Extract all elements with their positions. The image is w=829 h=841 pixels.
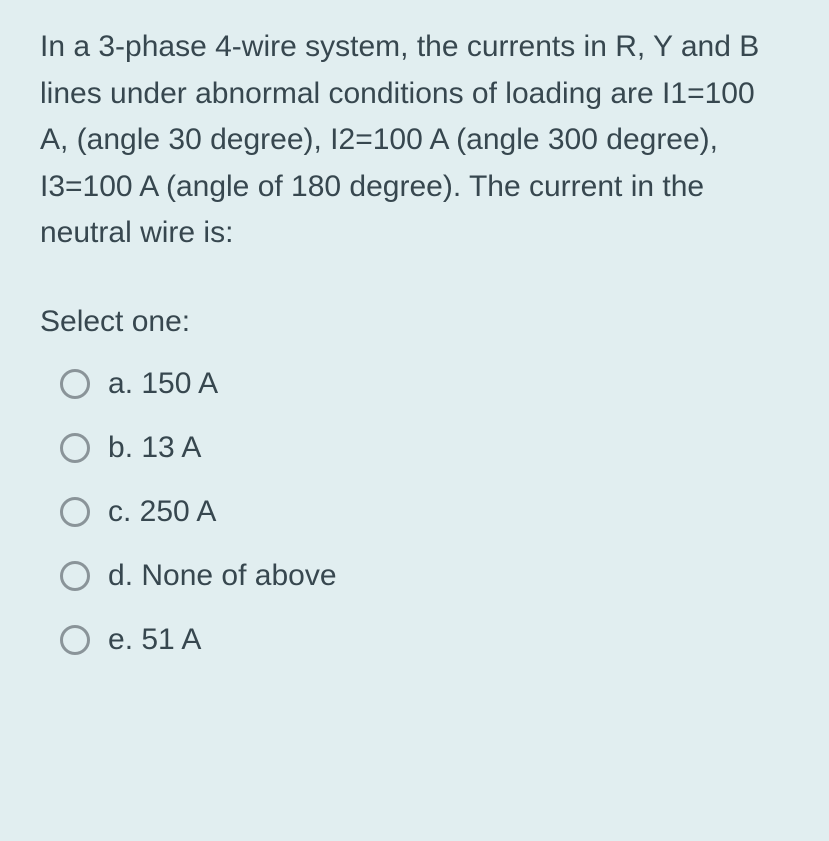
option-b-label[interactable]: b. 13 A bbox=[108, 431, 201, 465]
option-d-label[interactable]: d. None of above bbox=[108, 559, 337, 593]
radio-e[interactable] bbox=[60, 625, 90, 655]
option-b-letter: b bbox=[108, 431, 125, 464]
question-text: In a 3-phase 4-wire system, the currents… bbox=[40, 24, 789, 257]
option-e-letter: e bbox=[108, 623, 125, 656]
option-e[interactable]: e. 51 A bbox=[60, 623, 789, 657]
select-one-label: Select one: bbox=[40, 305, 789, 339]
option-a-text: 150 A bbox=[141, 367, 218, 400]
option-c-text: 250 A bbox=[140, 495, 217, 528]
option-b[interactable]: b. 13 A bbox=[60, 431, 789, 465]
radio-a[interactable] bbox=[60, 369, 90, 399]
option-d-letter: d bbox=[108, 559, 125, 592]
option-a[interactable]: a. 150 A bbox=[60, 367, 789, 401]
option-d[interactable]: d. None of above bbox=[60, 559, 789, 593]
option-d-text: None of above bbox=[141, 559, 336, 592]
option-c-letter: c bbox=[108, 495, 123, 528]
option-a-label[interactable]: a. 150 A bbox=[108, 367, 218, 401]
radio-b[interactable] bbox=[60, 433, 90, 463]
radio-d[interactable] bbox=[60, 561, 90, 591]
options-group: a. 150 A b. 13 A c. 250 A d. None of abo… bbox=[40, 367, 789, 657]
option-c[interactable]: c. 250 A bbox=[60, 495, 789, 529]
option-a-letter: a bbox=[108, 367, 125, 400]
radio-c[interactable] bbox=[60, 497, 90, 527]
option-b-text: 13 A bbox=[141, 431, 201, 464]
option-e-text: 51 A bbox=[141, 623, 201, 656]
option-c-label[interactable]: c. 250 A bbox=[108, 495, 216, 529]
option-e-label[interactable]: e. 51 A bbox=[108, 623, 201, 657]
